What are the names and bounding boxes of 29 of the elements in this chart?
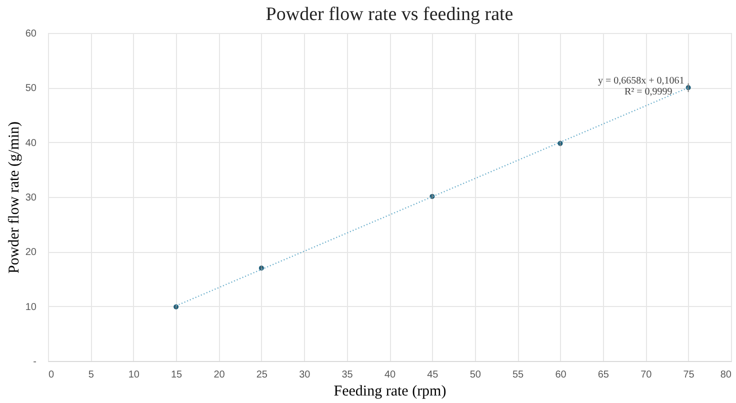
x-tick-label: 75 [683, 370, 695, 380]
annotation: R² = 0,9999 [624, 86, 672, 98]
x-tick-label: 65 [598, 370, 610, 380]
x-tick-label: 40 [384, 370, 396, 380]
y-tick-label: 60 [25, 28, 37, 40]
x-tick-label: 25 [256, 370, 268, 380]
y-tick-label: 40 [25, 138, 37, 149]
annotation: y = 0,6658x + 0,1061 [598, 76, 684, 87]
x-tick-label: 20 [214, 370, 226, 380]
chart-title: Powder flow rate vs feeding rate [266, 4, 514, 25]
y-tick-label: 10 [25, 302, 37, 313]
x-axis-title: Feeding rate (rpm) [334, 384, 446, 400]
x-tick-label: 5 [88, 370, 94, 380]
x-tick-label: 80 [720, 370, 732, 380]
y-tick-label: - [33, 356, 36, 368]
x-tick-label: 0 [48, 370, 54, 380]
x-tick-label: 30 [299, 370, 311, 380]
x-tick-label: 70 [640, 370, 652, 380]
y-tick-label: 50 [25, 83, 37, 94]
x-tick-label: 55 [512, 370, 524, 380]
x-tick-label: 60 [555, 370, 567, 380]
y-axis-title: Powder flow rate (g/min) [6, 121, 22, 274]
x-tick-label: 10 [128, 370, 140, 380]
y-tick-label: 20 [25, 247, 37, 258]
x-tick-label: 15 [171, 370, 183, 380]
y-tick-label: 30 [25, 192, 37, 204]
x-tick-label: 35 [342, 370, 354, 380]
x-tick-label: 50 [470, 370, 482, 380]
x-tick-label: 45 [427, 370, 439, 380]
